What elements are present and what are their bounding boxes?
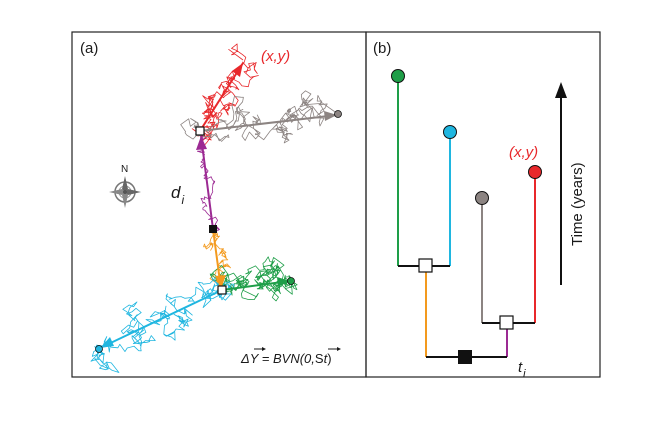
panel-a-frame [71, 31, 367, 378]
time-label: ti [518, 359, 526, 380]
panel-b-label: (b) [373, 40, 391, 57]
cyan-arrowhead [100, 337, 114, 348]
orange-arrowhead [215, 275, 226, 289]
purple-displacement-line [200, 135, 214, 230]
green-arrowhead [277, 277, 290, 287]
formula-vector-arrowhead-y [262, 347, 266, 351]
red-arrowhead [232, 63, 243, 77]
tip-red-b [528, 165, 542, 179]
gray-displacement-line [199, 114, 338, 132]
tip-gray [334, 110, 342, 118]
gray-walk-trace [180, 90, 339, 144]
tip-green-b [391, 69, 405, 83]
up-arrow-icon [555, 82, 567, 285]
panel-b-point-label: (x,y) [509, 144, 538, 161]
node-upper [195, 126, 205, 136]
panel-a-label: (a) [80, 40, 98, 57]
red-walk-trace [191, 43, 259, 147]
tip-green [287, 277, 295, 285]
node-root [209, 225, 217, 233]
cyan-displacement-line [99, 289, 223, 349]
node-lower [217, 285, 227, 295]
time-axis-label: Time (years) [569, 162, 586, 246]
cyan-walk-trace [90, 275, 235, 373]
node-right [499, 315, 514, 330]
panel-a: (a) (x,y) di N [80, 40, 342, 373]
formula: ΔY = BVN(0,St) [240, 351, 332, 366]
purple-arrowhead [196, 136, 207, 150]
tip-gray-b [475, 191, 489, 205]
panel-b: (b) (x,y) ti Time (years) [373, 40, 586, 380]
compass-rose-icon: N [109, 164, 141, 208]
compass-north-label: N [121, 164, 128, 175]
tip-cyan-b [443, 125, 457, 139]
distance-label: di [171, 183, 184, 207]
formula-vector-arrowhead-sigma [337, 347, 341, 351]
panel-a-point-label: (x,y) [261, 48, 290, 65]
random-walk-traces [90, 43, 339, 373]
red-displacement-line [199, 62, 244, 132]
tip-cyan [95, 345, 103, 353]
node-root-b [458, 350, 472, 364]
gray-arrowhead [324, 111, 337, 121]
panel-b-frame [365, 31, 601, 378]
node-left [418, 258, 433, 273]
